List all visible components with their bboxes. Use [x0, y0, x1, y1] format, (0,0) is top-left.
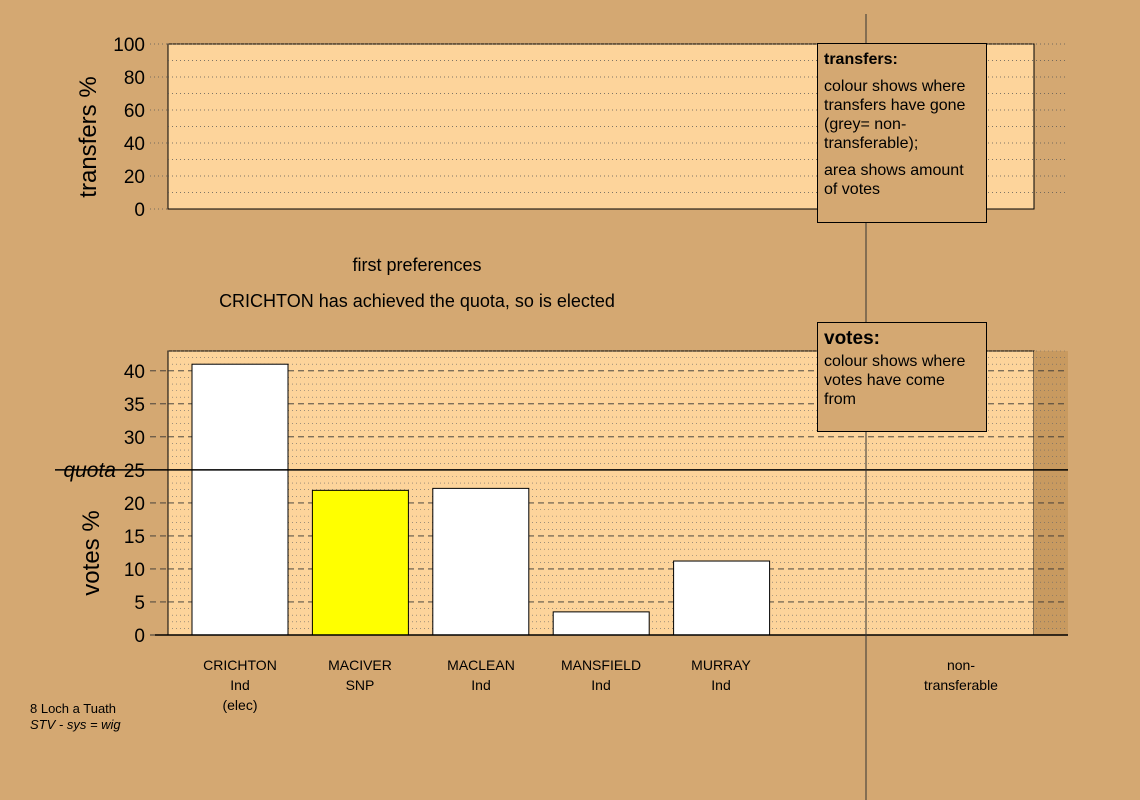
vote-bar-crichton — [191, 363, 289, 636]
candidate-party: Ind — [591, 677, 611, 693]
votes-tick-label: 40 — [124, 362, 145, 383]
transfers-tick-label: 80 — [124, 68, 145, 89]
quota-label: quota — [63, 459, 116, 482]
vote-bar-murray — [673, 560, 771, 636]
ward-name: 8 Loch a Tuath — [30, 701, 117, 716]
candidate-label-crichton: CRICHTON Ind (elec) — [180, 655, 300, 715]
candidate-status: (elec) — [222, 697, 258, 713]
candidate-label-mansfield: MANSFIELD Ind — [541, 655, 661, 695]
candidate-name: MACIVER — [328, 657, 392, 673]
candidate-name: MANSFIELD — [560, 657, 642, 673]
votes-tick-label: 25 — [124, 461, 145, 482]
vote-bar-maclean — [432, 487, 530, 636]
votes-y-ticks: 0 5 10 15 20 25 30 35 40 — [124, 362, 168, 647]
transfers-y-axis-label: transfers % — [75, 76, 102, 197]
non-transferable-label: non- transferable — [901, 655, 1021, 695]
votes-legend: votes: colour shows where votes have com… — [817, 322, 987, 432]
votes-bars — [191, 363, 771, 636]
transfers-legend-title: transfers: — [824, 51, 898, 68]
candidate-label-murray: MURRAY Ind — [661, 655, 781, 695]
candidate-name: MURRAY — [691, 657, 751, 673]
candidate-label-maclean: MACLEAN Ind — [421, 655, 541, 695]
votes-tick-label: 35 — [124, 395, 145, 416]
vote-bar-mansfield — [552, 611, 650, 636]
transfers-tick-label: 100 — [113, 35, 145, 56]
votes-legend-colour-text: colour shows where votes have come from — [824, 353, 966, 408]
transfers-y-ticks: 0 20 40 60 80 100 — [113, 35, 168, 221]
candidate-name: MACLEAN — [447, 657, 515, 673]
vote-bar-maciver — [311, 489, 409, 636]
transfers-legend-colour-text: colour shows where transfers have gone (… — [824, 78, 966, 152]
votes-tick-label: 5 — [134, 593, 145, 614]
votes-y-axis-label: votes % — [78, 510, 105, 595]
candidate-party: Ind — [471, 677, 491, 693]
non-transferable-label-line1: non- — [946, 657, 976, 673]
votes-tick-label: 30 — [124, 428, 145, 449]
candidate-label-maciver: MACIVER SNP — [300, 655, 420, 695]
candidate-name: CRICHTON — [203, 657, 277, 673]
transfers-tick-label: 20 — [124, 167, 145, 188]
footer: 8 Loch a Tuath STV - sys = wig — [30, 701, 121, 733]
transfers-legend-area-text: area shows amount of votes — [824, 162, 964, 198]
non-transferable-label-line2: transferable — [924, 677, 998, 693]
status-message: CRICHTON has achieved the quota, so is e… — [219, 291, 615, 311]
transfers-legend: transfers: colour shows where transfers … — [817, 43, 987, 223]
non-transferable-zone — [1034, 351, 1068, 635]
transfers-tick-label: 0 — [134, 200, 145, 221]
votes-tick-label: 15 — [124, 527, 145, 548]
votes-legend-title: votes: — [824, 328, 880, 349]
transfers-tick-label: 40 — [124, 134, 145, 155]
transfers-tick-label: 60 — [124, 101, 145, 122]
votes-tick-label: 0 — [134, 626, 145, 647]
system-label: STV - sys = wig — [30, 717, 121, 732]
candidate-party: SNP — [345, 677, 375, 693]
candidate-party: Ind — [711, 677, 731, 693]
stage-label: first preferences — [352, 255, 482, 275]
candidate-party: Ind — [230, 677, 250, 693]
votes-tick-label: 10 — [124, 560, 145, 581]
votes-tick-label: 20 — [124, 494, 145, 515]
